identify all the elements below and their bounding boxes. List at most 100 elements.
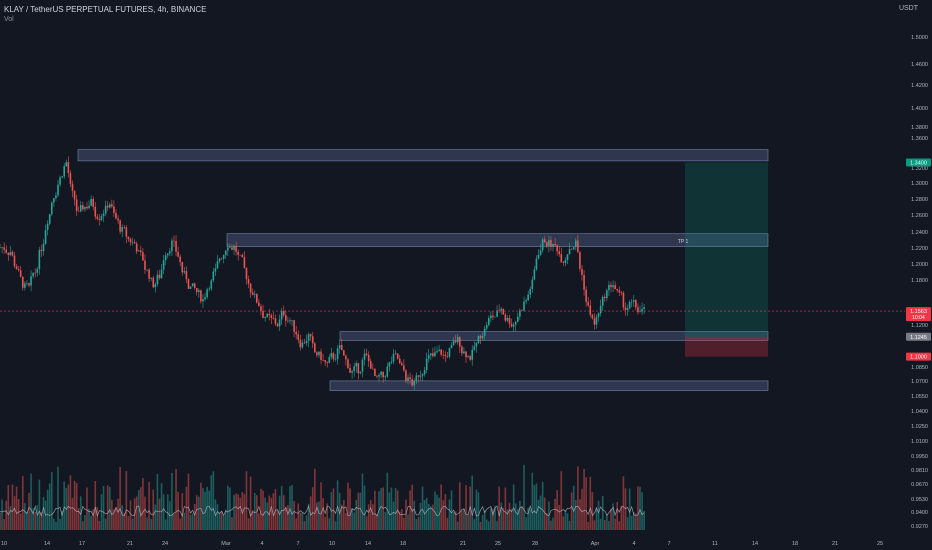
candle-body [303,342,306,344]
volume-bar [137,490,140,530]
candle-body [274,318,277,324]
candle-body [53,198,55,203]
candle-body [417,375,420,377]
long-position-tool[interactable]: TP 1 [678,162,768,357]
candle-body [241,254,244,258]
candle-body [30,276,32,286]
volume-pane [0,464,645,530]
volume-bar [355,499,358,530]
volume-bar [419,503,422,530]
volume-bar [119,466,121,530]
volume-bar [140,487,142,530]
volume-bar [587,521,590,530]
candle-body [343,350,345,356]
volume-bar [299,512,302,530]
candle-body [488,318,490,325]
volume-bar [55,521,57,530]
candle-body [318,351,320,356]
candle-body [44,229,47,244]
candle-body [506,318,509,321]
candle-body [5,249,8,253]
candle-body [550,240,552,247]
candle-body [469,356,471,360]
volume-bar [475,489,478,530]
price-tick: 1.0850 [911,365,928,371]
price-label-box [906,158,931,167]
volume-bar [247,518,250,530]
price-label-text: 1.1245 [910,335,927,341]
volume-bar [442,500,445,530]
candle-body [641,308,643,312]
candle-body [403,365,405,371]
volume-bar [359,492,362,530]
candle-body [572,247,575,250]
volume-bar [485,519,488,530]
candle-body [485,324,488,329]
candle-body [46,223,49,230]
candle-body [452,340,455,345]
volume-bar [637,486,639,530]
volume-bar [86,487,88,530]
candle-body [0,247,1,249]
time-axis[interactable]: 10 14 17 21 24 Mar 4 7 10 14 18 21 25 28 Apr 4 7 11 14 18 21… [1,541,883,547]
candle-body [212,271,215,281]
volume-bar [125,471,128,530]
volume-bar [577,466,579,530]
volume-bar [394,488,397,530]
volume-bar [158,498,161,530]
volume-bar [535,483,538,530]
volume-bar [620,505,623,530]
symbol-title[interactable]: KLAY / TetherUS PERPETUAL FUTURES, 4h, B… [4,5,207,14]
volume-bar [380,487,382,530]
price-axis[interactable]: 1.5000 1.4600 1.4200 1.4000 1.3800 1.3600 1.32… [911,35,928,530]
candle-body [357,363,360,374]
candle-body [461,346,463,354]
candle-body [432,353,434,357]
candle-body [421,374,424,376]
candle-body [160,269,163,279]
candle-body [55,195,57,199]
volume-bar [374,490,376,530]
volume-bar [351,508,353,530]
volume-bar [448,499,451,530]
time-tick: 21 [460,541,466,547]
candle-body [50,202,53,215]
candle-body [353,366,355,372]
candle-body [463,351,465,354]
volume-bar [9,506,12,530]
candle-body [620,292,623,293]
volume-bar [574,500,577,530]
volume-bar [398,511,401,530]
volume-bar [599,518,602,530]
candle-body [171,240,173,252]
zone-box-3 [339,331,769,341]
candle-body [258,302,260,307]
volume-bar [15,486,18,530]
volume-bar [583,468,585,530]
time-tick: 14 [365,541,371,547]
candle-body [245,267,248,280]
candle-body [388,362,391,367]
volume-bar [26,511,28,530]
candle-body [529,288,532,295]
volume-bar [479,521,482,530]
volume-bar [38,479,41,530]
volume-bar [502,507,505,530]
candle-body [448,348,451,357]
candle-body [568,248,571,255]
candle-body [9,252,12,256]
candle-body [637,307,639,313]
candle-body [260,306,262,311]
candle-body [179,256,181,263]
volume-bar [181,492,184,530]
volume-bar [465,485,467,530]
volume-bar [450,490,453,530]
volume-bar [28,492,30,530]
candle-body [17,269,20,271]
volume-bar [521,506,523,530]
price-tick: 0.9530 [911,497,928,503]
candle-body [106,205,109,208]
volume-bar [243,493,246,530]
volume-bar [212,471,215,530]
